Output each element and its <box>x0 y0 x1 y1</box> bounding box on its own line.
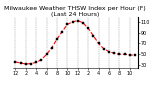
Title: Milwaukee Weather THSW Index per Hour (F) (Last 24 Hours): Milwaukee Weather THSW Index per Hour (F… <box>4 6 146 17</box>
